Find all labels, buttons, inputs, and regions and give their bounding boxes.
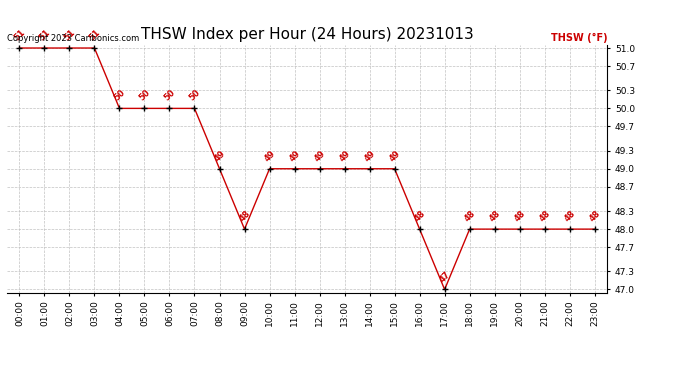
Text: 51: 51 — [37, 28, 52, 42]
Text: 50: 50 — [162, 88, 177, 103]
Text: THSW (°F): THSW (°F) — [551, 33, 607, 42]
Text: 49: 49 — [313, 148, 327, 163]
Text: 48: 48 — [462, 209, 477, 224]
Text: 48: 48 — [413, 209, 427, 224]
Text: 51: 51 — [62, 28, 77, 42]
Text: 50: 50 — [112, 88, 127, 103]
Text: 50: 50 — [187, 88, 201, 103]
Text: 49: 49 — [362, 148, 377, 163]
Text: 48: 48 — [562, 209, 577, 224]
Text: 48: 48 — [513, 209, 527, 224]
Text: 48: 48 — [487, 209, 502, 224]
Text: Copyright 2023 Caribonics.com: Copyright 2023 Caribonics.com — [7, 33, 139, 42]
Text: 48: 48 — [538, 209, 552, 224]
Text: 50: 50 — [137, 88, 152, 103]
Text: 49: 49 — [337, 148, 352, 163]
Text: 51: 51 — [87, 28, 102, 42]
Text: 49: 49 — [387, 148, 402, 163]
Text: 49: 49 — [213, 148, 227, 163]
Text: 51: 51 — [12, 28, 27, 42]
Text: 48: 48 — [237, 209, 252, 224]
Text: 48: 48 — [587, 209, 602, 224]
Text: 49: 49 — [262, 148, 277, 163]
Title: THSW Index per Hour (24 Hours) 20231013: THSW Index per Hour (24 Hours) 20231013 — [141, 27, 473, 42]
Text: 49: 49 — [287, 148, 302, 163]
Text: 47: 47 — [437, 269, 452, 284]
